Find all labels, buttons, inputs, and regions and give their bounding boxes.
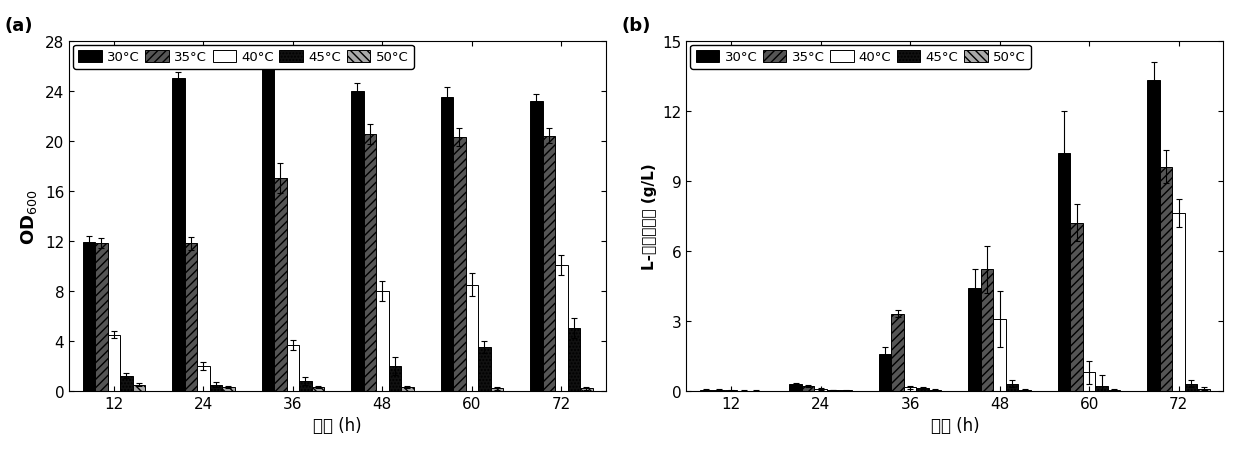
Bar xyxy=(363,135,376,391)
Bar xyxy=(465,285,479,391)
Bar xyxy=(1095,387,1107,391)
X-axis label: 时间 (h): 时间 (h) xyxy=(930,416,980,434)
Bar xyxy=(120,376,133,391)
Bar xyxy=(904,387,916,391)
Bar xyxy=(210,385,222,391)
Bar xyxy=(1107,390,1121,391)
Bar xyxy=(185,244,197,391)
Bar xyxy=(1185,384,1198,391)
Bar xyxy=(388,366,402,391)
Bar xyxy=(376,291,388,391)
Bar xyxy=(802,387,815,391)
Bar xyxy=(1198,389,1210,391)
Bar xyxy=(556,265,568,391)
Bar xyxy=(133,385,145,391)
X-axis label: 时间 (h): 时间 (h) xyxy=(314,416,362,434)
Bar xyxy=(529,101,543,391)
Bar xyxy=(789,384,802,391)
Legend: 30°C, 35°C, 40°C, 45°C, 50°C: 30°C, 35°C, 40°C, 45°C, 50°C xyxy=(691,46,1030,69)
Bar xyxy=(712,390,725,391)
Y-axis label: L-亮氨酸产量 (g/L): L-亮氨酸产量 (g/L) xyxy=(641,163,657,270)
Bar xyxy=(95,244,108,391)
Bar xyxy=(440,98,453,391)
Bar xyxy=(286,345,299,391)
Bar xyxy=(402,387,414,391)
Bar xyxy=(993,319,1006,391)
Bar xyxy=(968,289,981,391)
Bar xyxy=(879,354,892,391)
Bar xyxy=(1083,373,1095,391)
Bar xyxy=(453,138,465,391)
Bar xyxy=(351,92,363,391)
Bar xyxy=(916,388,929,391)
Bar xyxy=(580,389,593,391)
Bar xyxy=(262,65,274,391)
Y-axis label: OD$_{600}$: OD$_{600}$ xyxy=(20,189,40,244)
Bar xyxy=(892,314,904,391)
Bar xyxy=(479,347,491,391)
Bar xyxy=(981,270,993,391)
Bar xyxy=(1006,384,1018,391)
Bar xyxy=(274,179,286,391)
Bar xyxy=(83,243,95,391)
Bar xyxy=(568,329,580,391)
Bar xyxy=(699,390,712,391)
Bar xyxy=(299,381,311,391)
Bar xyxy=(311,387,324,391)
Text: (a): (a) xyxy=(5,17,33,35)
Text: (b): (b) xyxy=(622,17,651,35)
Bar xyxy=(491,389,503,391)
Bar xyxy=(172,79,185,391)
Bar xyxy=(815,389,827,391)
Bar xyxy=(1018,390,1030,391)
Legend: 30°C, 35°C, 40°C, 45°C, 50°C: 30°C, 35°C, 40°C, 45°C, 50°C xyxy=(73,46,414,69)
Bar xyxy=(1172,214,1185,391)
Bar xyxy=(1159,167,1172,391)
Bar xyxy=(929,390,941,391)
Bar xyxy=(108,335,120,391)
Bar xyxy=(197,366,210,391)
Bar xyxy=(1070,223,1083,391)
Bar xyxy=(543,136,556,391)
Bar xyxy=(222,387,234,391)
Bar xyxy=(1058,153,1070,391)
Bar xyxy=(827,390,839,391)
Bar xyxy=(1147,81,1159,391)
